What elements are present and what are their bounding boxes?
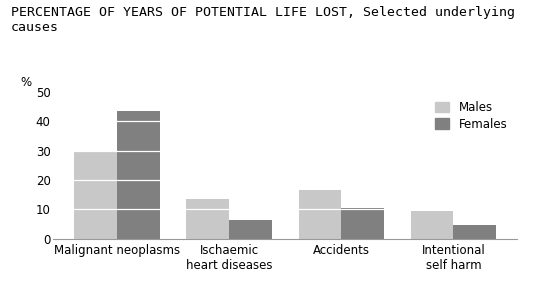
Legend: Males, Females: Males, Females <box>432 98 511 134</box>
Bar <box>187 199 229 239</box>
Y-axis label: %: % <box>20 76 31 89</box>
Bar <box>298 190 341 239</box>
Bar <box>411 211 454 239</box>
Bar <box>341 208 384 239</box>
Bar <box>117 111 159 239</box>
Bar <box>454 226 496 239</box>
Text: PERCENTAGE OF YEARS OF POTENTIAL LIFE LOST, Selected underlying
causes: PERCENTAGE OF YEARS OF POTENTIAL LIFE LO… <box>11 6 515 34</box>
Bar <box>75 151 117 239</box>
Bar <box>229 220 272 239</box>
